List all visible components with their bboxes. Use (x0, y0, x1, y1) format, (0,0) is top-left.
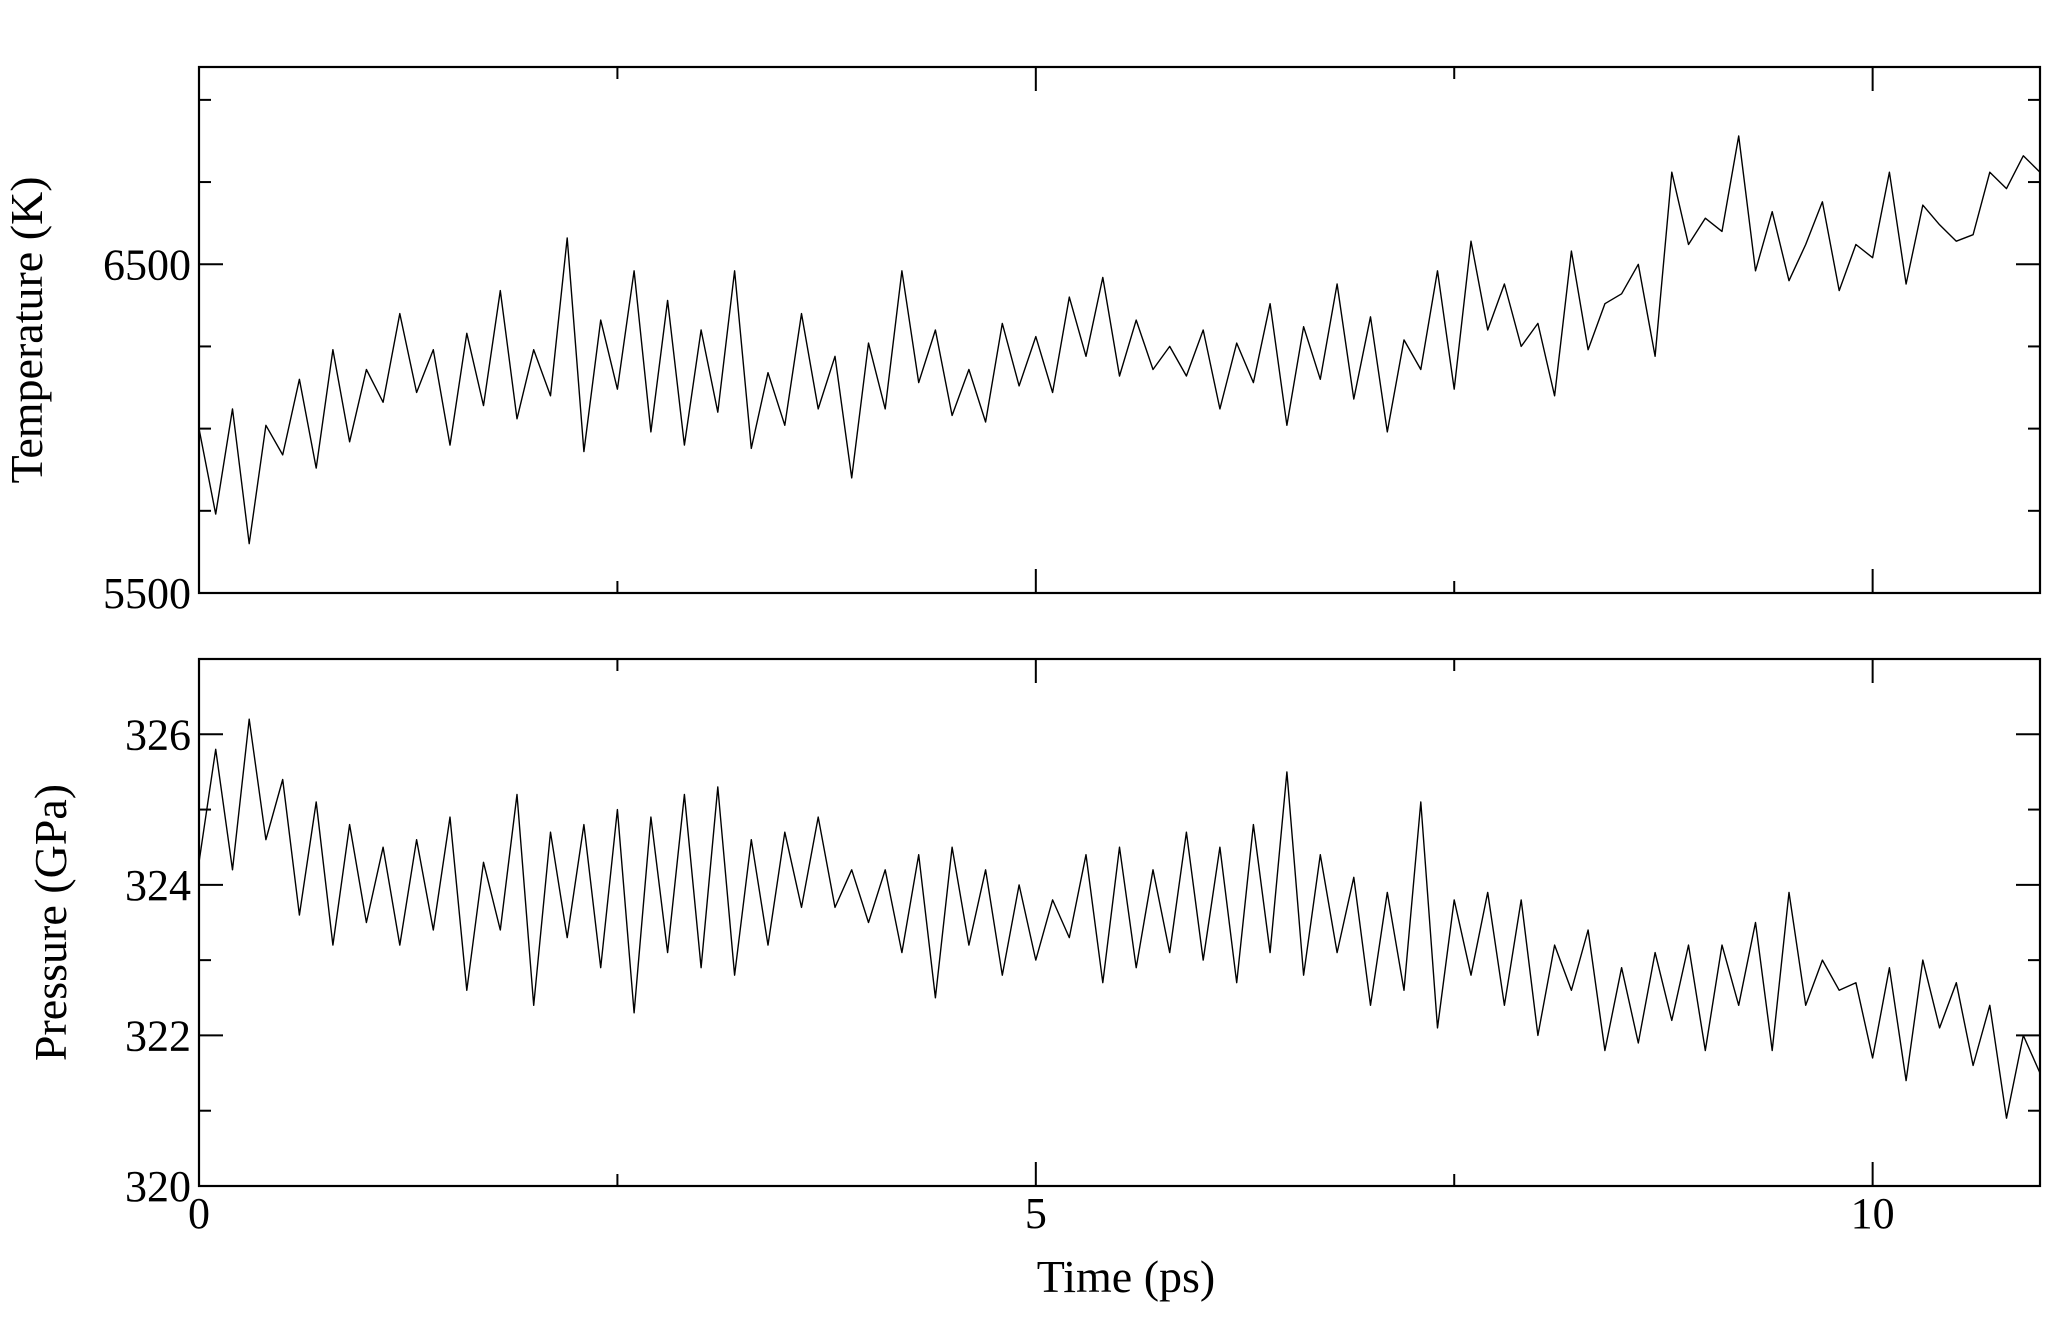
x-tick-label: 5 (1025, 1189, 1047, 1238)
series-line (198, 135, 2041, 545)
series-line (198, 718, 2041, 1119)
x-axis-label: Time (ps) (1037, 1251, 1216, 1302)
y-axis-label: Pressure (GPa) (25, 784, 76, 1061)
x-tick-label: 10 (1851, 1189, 1895, 1238)
plot-frame (197, 657, 2042, 1188)
y-tick-label: 326 (125, 710, 191, 759)
temperature-panel: 5500 6500 Temperature (K) (1, 65, 2042, 618)
y-tick-label: 322 (125, 1011, 191, 1060)
y-tick-label: 320 (125, 1162, 191, 1211)
x-tick-label: 0 (188, 1189, 210, 1238)
plot-frame (197, 65, 2042, 595)
pressure-panel: 320 322 324 326 0 5 10 Pressure (GPa) (25, 657, 2042, 1238)
y-axis-label: Temperature (K) (1, 176, 52, 483)
y-tick-label: 6500 (103, 240, 191, 289)
y-tick-label: 5500 (103, 569, 191, 618)
y-tick-label: 324 (125, 861, 191, 910)
